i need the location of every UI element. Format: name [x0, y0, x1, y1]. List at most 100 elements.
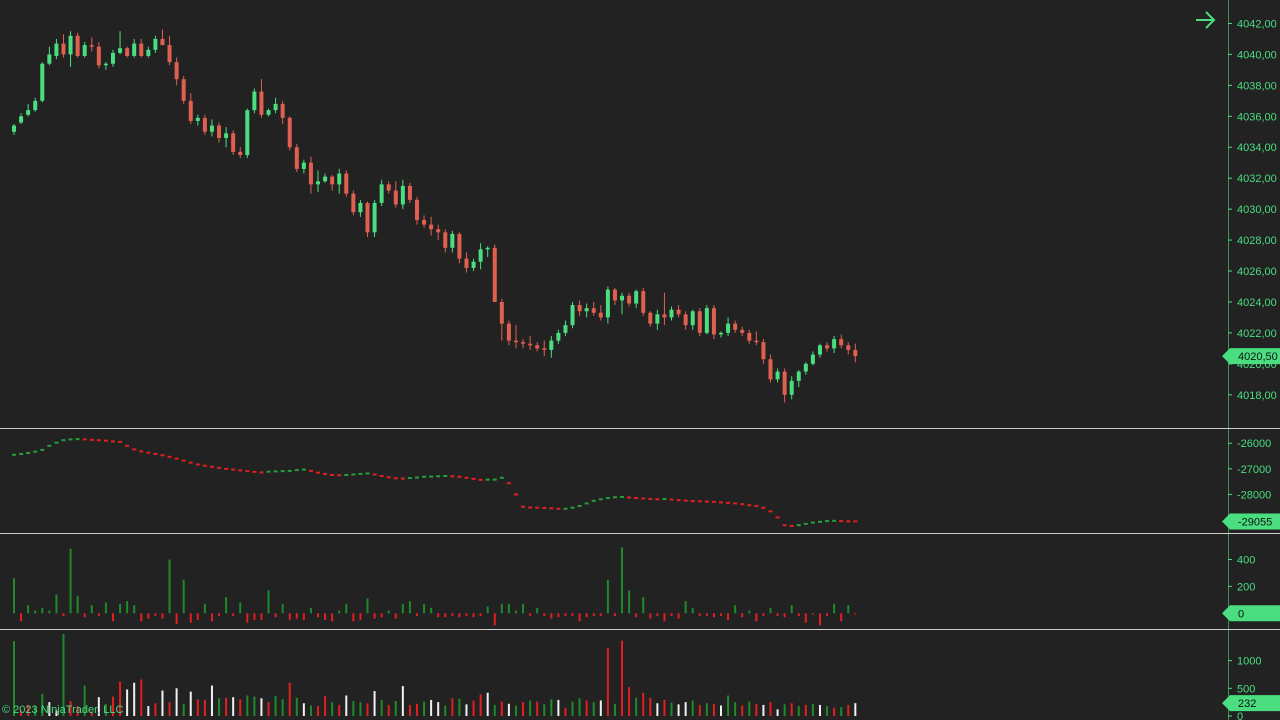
delta-bar	[493, 613, 496, 626]
axis-tick-label: 0	[1237, 711, 1243, 720]
price-axis[interactable]: 4042,00 4040,00 4038,00 4036,00 4034,00 4032,…	[1222, 0, 1280, 720]
cumulative-delta-point	[280, 470, 285, 473]
volume-bar	[140, 679, 143, 716]
cumulative-delta-point	[365, 472, 370, 475]
volume-bar	[437, 702, 440, 716]
cumulative-delta-point	[471, 477, 476, 480]
cumulative-delta-point	[648, 498, 653, 501]
candle-body	[485, 247, 490, 250]
volume-bar	[48, 702, 51, 716]
delta-bar	[394, 613, 397, 619]
candle-body	[89, 45, 94, 47]
volume-bar	[175, 688, 178, 716]
delta-bar	[140, 613, 143, 622]
cumulative-delta-point	[803, 522, 808, 525]
delta-bar	[288, 613, 291, 620]
candle-body	[662, 314, 667, 318]
last-cumulative-delta-label: -29055	[1238, 516, 1272, 528]
panel-separators[interactable]	[0, 428, 1280, 630]
delta-bar	[83, 613, 86, 618]
volume-bar	[847, 704, 850, 716]
candle-body	[450, 233, 455, 248]
candle-body	[181, 79, 186, 101]
delta-bar	[663, 613, 666, 622]
volume-bar	[748, 701, 751, 716]
cumulative-delta-point	[733, 502, 738, 505]
candle-body	[817, 345, 822, 355]
cumulative-delta-point	[711, 500, 716, 503]
delta-bar	[642, 597, 645, 614]
candle-body	[160, 38, 165, 46]
candle-body	[47, 54, 52, 64]
volume-bar	[649, 697, 652, 716]
delta-bar	[41, 607, 44, 614]
candle-body	[323, 176, 328, 182]
volume-panel[interactable]	[13, 634, 857, 716]
volume-bar	[394, 701, 397, 716]
volume-bar	[203, 699, 206, 716]
delta-bar	[345, 603, 348, 614]
candle-body	[641, 291, 646, 313]
volume-bar	[126, 689, 129, 716]
volume-bar	[677, 704, 680, 716]
arrow-right-icon[interactable]	[1192, 6, 1220, 34]
volume-bar	[522, 702, 525, 716]
delta-bar	[210, 613, 213, 622]
delta-bar	[628, 590, 631, 614]
axis-tick-label: 4042,00	[1237, 18, 1277, 30]
candle-body	[789, 380, 794, 395]
candle-body	[103, 63, 108, 66]
volume-bar	[585, 700, 588, 716]
delta-bar	[111, 613, 114, 622]
volume-bar	[564, 707, 567, 716]
volume-bar	[550, 699, 553, 716]
cumulative-delta-point	[817, 520, 822, 523]
delta-bar	[423, 603, 426, 614]
volume-bar	[818, 704, 821, 716]
cumulative-delta-point	[316, 471, 321, 474]
cumulative-delta-point	[266, 470, 271, 473]
cumulative-delta-point	[379, 475, 384, 478]
candle-body	[245, 110, 250, 155]
cumulative-delta-point	[704, 500, 709, 503]
volume-bar	[811, 703, 814, 716]
last-cumulative-delta-flag	[1222, 513, 1280, 530]
volume-bar	[387, 704, 390, 716]
cumulative-delta-point	[110, 440, 115, 443]
volume-bar	[345, 695, 348, 716]
volume-bar	[578, 698, 581, 716]
volume-bar	[621, 640, 624, 716]
candle-body	[598, 312, 603, 318]
cumulative-delta-point	[690, 500, 695, 503]
cumulative-delta-point	[577, 504, 582, 507]
axis-tick-label: 4032,00	[1237, 173, 1277, 185]
delta-histogram-panel[interactable]	[13, 547, 857, 626]
delta-bar	[133, 605, 136, 614]
volume-bar	[20, 710, 23, 716]
candle-body	[683, 314, 688, 326]
delta-bar	[317, 613, 320, 618]
cumulative-delta-point	[478, 478, 483, 481]
cumulative-delta-point	[188, 461, 193, 464]
volume-bar	[762, 704, 765, 716]
axis-tick-label: 1000	[1237, 656, 1261, 668]
cumulative-delta-point	[217, 466, 222, 469]
cumulative-delta-panel[interactable]	[12, 438, 858, 527]
delta-bar	[691, 607, 694, 614]
candle-body	[195, 117, 200, 121]
candle-body	[810, 354, 815, 364]
candle-body	[704, 308, 709, 333]
price-panel[interactable]	[12, 29, 858, 403]
delta-bar	[536, 607, 539, 614]
delta-bar	[387, 610, 390, 614]
cumulative-delta-point	[231, 468, 236, 471]
delta-bar	[705, 613, 708, 616]
delta-bar	[352, 613, 355, 622]
volume-bar	[359, 702, 362, 716]
volume-bar	[656, 703, 659, 716]
delta-bar	[656, 613, 659, 616]
delta-bar	[811, 613, 814, 615]
volume-bar	[288, 682, 291, 716]
candle-body	[655, 314, 660, 324]
